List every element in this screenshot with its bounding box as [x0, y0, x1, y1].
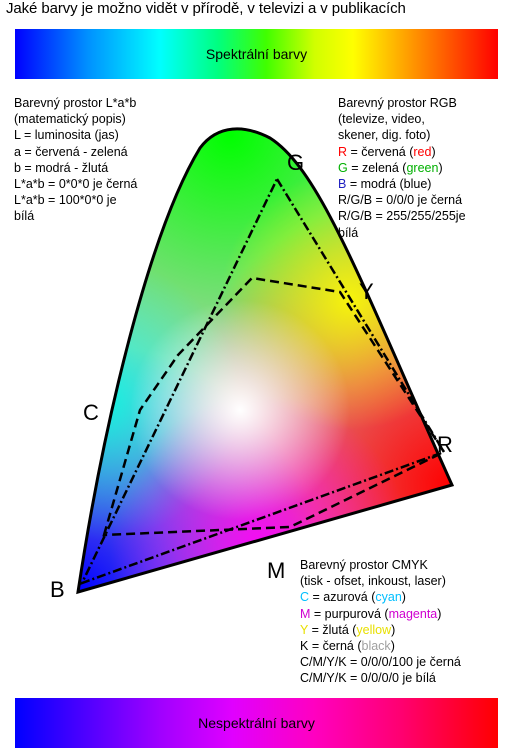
rgb-blue-line: B = modrá (blue): [338, 176, 466, 192]
cmyk-cyan-line: C = azurová (cyan): [300, 589, 461, 605]
red-text: = červená (: [347, 144, 414, 159]
page-title: Jaké barvy je možno vidět v přírodě, v t…: [6, 0, 406, 17]
lab-line: L*a*b = 0*0*0 je černá: [14, 177, 138, 192]
cmyk-magenta-line: M = purpurová (magenta): [300, 606, 461, 622]
lab-line: (matematický popis): [14, 112, 126, 127]
rgb-heading-line: (televize, video,: [338, 112, 425, 127]
yellow-vertex-label: Y: [359, 279, 374, 304]
cyan-letter: C: [300, 590, 310, 605]
rgb-tail-line: bílá: [338, 225, 359, 240]
lab-color-space-description: Barevný prostor L*a*b (matematický popis…: [14, 95, 137, 225]
lab-line: L = luminosita (jas): [14, 128, 119, 143]
rgb-heading-line: Barevný prostor RGB: [338, 96, 457, 110]
lab-line: a = červená - zelená: [14, 144, 128, 159]
yellow-word: yellow: [356, 622, 392, 637]
cyan-vertex-label: C: [83, 400, 99, 425]
magenta-text: = purpurová (: [310, 606, 389, 621]
yellow-text: = žlutá (: [308, 622, 357, 637]
rgb-heading-line: skener, dig. foto): [338, 128, 431, 143]
cmyk-gamut-outline: [102, 276, 446, 537]
black-end: ): [390, 639, 395, 654]
magenta-vertex-label: M: [267, 558, 286, 583]
yellow-end: ): [391, 622, 396, 637]
cmyk-black-line: K = černá (black): [300, 638, 461, 654]
rgb-green-line: G = zelená (green): [338, 160, 466, 176]
rgb-gamut-outline: [79, 176, 446, 586]
magenta-letter: M: [300, 606, 311, 621]
cmyk-tail-line: C/M/Y/K = 0/0/0/0 je bílá: [300, 671, 436, 686]
cmyk-tail-line: C/M/Y/K = 0/0/0/100 je černá: [300, 655, 461, 670]
cyan-word: cyan: [375, 590, 402, 605]
yellow-letter: Y: [300, 622, 309, 637]
nonspectral-colors-label: Nespektrální barvy: [198, 715, 315, 731]
lab-line: bílá: [14, 209, 35, 224]
cmyk-heading-line: Barevný prostor CMYK: [300, 558, 428, 572]
nonspectral-colors-bar: Nespektrální barvy: [15, 698, 498, 748]
blue-letter: B: [338, 177, 347, 192]
lab-line: Barevný prostor L*a*b: [14, 96, 137, 110]
cmyk-heading-line: (tisk - ofset, inkoust, laser): [300, 574, 446, 589]
green-end: ): [438, 160, 443, 175]
lab-line: b = modrá - žlutá: [14, 160, 109, 175]
red-vertex-label: R: [437, 432, 453, 457]
rgb-color-space-description: Barevný prostor RGB (televize, video, sk…: [338, 95, 466, 241]
magenta-end: ): [437, 606, 442, 621]
red-word: red: [413, 144, 432, 159]
rgb-red-line: R = červená (red): [338, 144, 466, 160]
black-letter: K: [300, 639, 309, 654]
spectral-colors-bar: Spektrální barvy: [15, 29, 498, 79]
black-text: = černá (: [308, 639, 362, 654]
red-end: ): [431, 144, 436, 159]
black-word: black: [361, 639, 391, 654]
gamut-outline: [76, 127, 455, 595]
rgb-tail-line: R/G/B = 255/255/255je: [338, 209, 466, 224]
lab-line: L*a*b = 100*0*0 je: [14, 193, 117, 208]
green-word: green: [406, 160, 439, 175]
cyan-end: ): [401, 590, 406, 605]
spectral-colors-label: Spektrální barvy: [205, 46, 308, 62]
blue-text: = modrá (blue): [346, 177, 432, 192]
cyan-text: = azurová (: [309, 590, 376, 605]
green-vertex-label: G: [287, 150, 305, 175]
cmyk-color-space-description: Barevný prostor CMYK (tisk - ofset, inko…: [300, 557, 461, 687]
rgb-tail-line: R/G/B = 0/0/0 je černá: [338, 193, 463, 208]
cmyk-yellow-line: Y = žlutá (yellow): [300, 622, 461, 638]
magenta-word: magenta: [388, 606, 438, 621]
green-letter: G: [338, 160, 348, 175]
green-text: = zelená (: [347, 160, 407, 175]
red-letter: R: [338, 144, 348, 159]
blue-vertex-label: B: [50, 577, 65, 602]
